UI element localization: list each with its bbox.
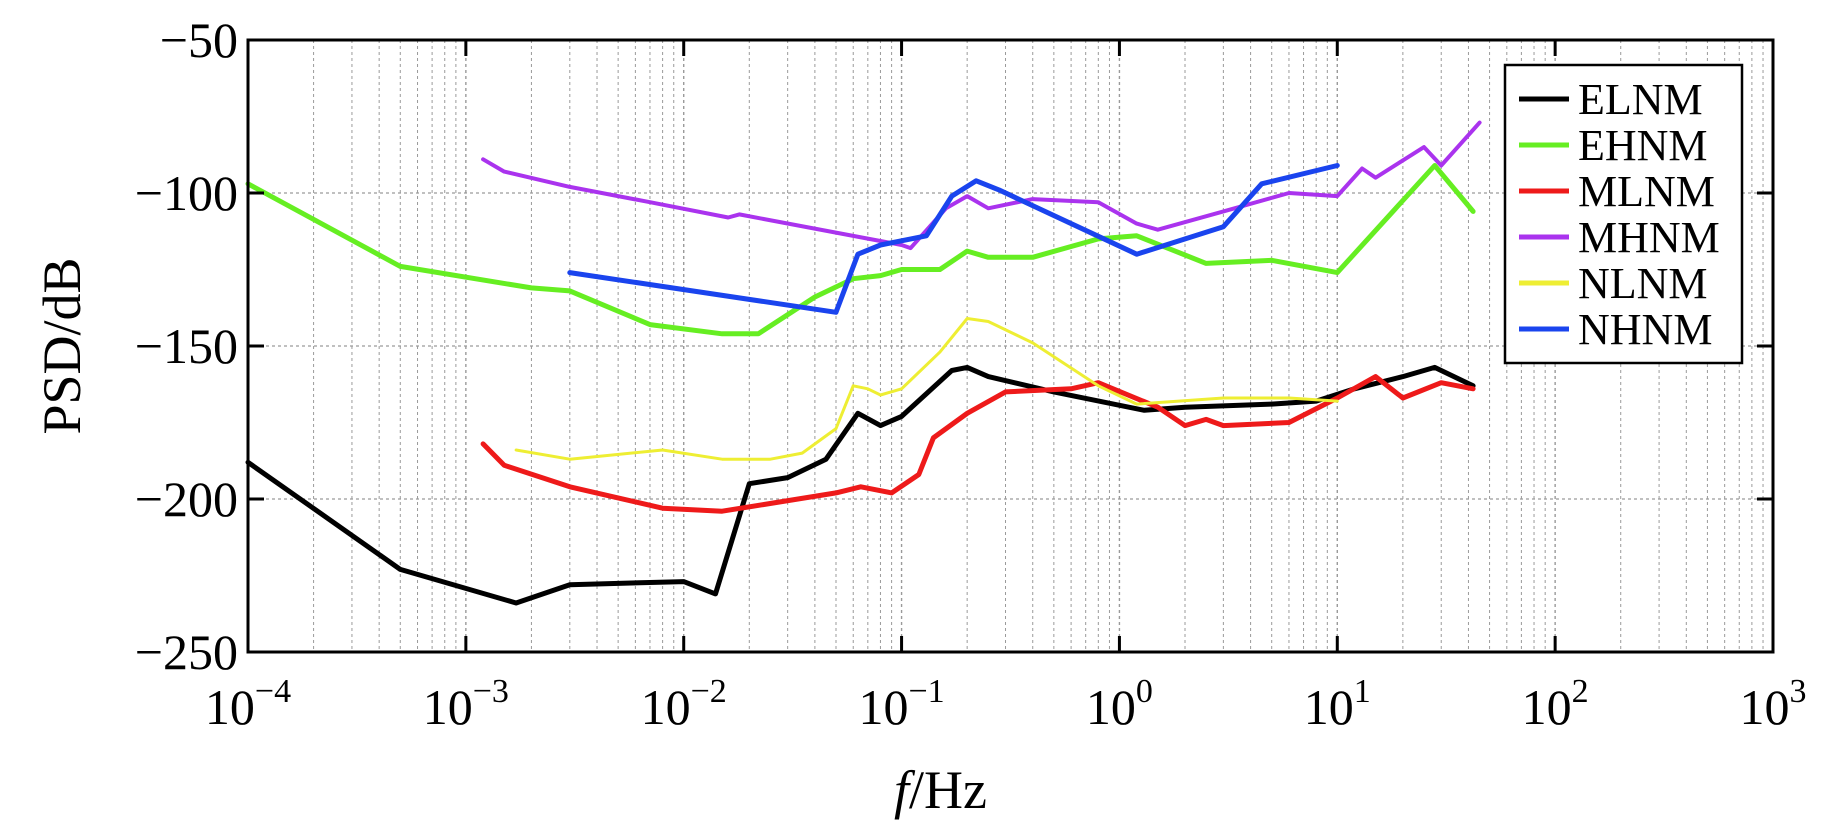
legend-label-mlnm: MLNM [1578,167,1715,216]
axis-ticks [246,38,1775,654]
x-tick-label: 102 [1522,673,1589,735]
x-tick-labels: 10−4 10−3 10−2 10−1 100 101 102 103 [205,673,1807,735]
y-tick-label: −150 [135,318,238,374]
legend-label-nhnm: NHNM [1578,305,1712,354]
legend-label-mhnm: MHNM [1578,213,1720,262]
x-tick-label: 10−3 [423,673,509,735]
legend-label-elnm: ELNM [1578,75,1703,124]
y-axis-title: PSD/dB [32,257,92,434]
x-tick-label: 101 [1304,673,1371,735]
series-lines [245,120,1482,606]
x-tick-label: 103 [1740,673,1807,735]
x-axis-title: f/Hz [894,760,987,820]
y-tick-label: −250 [135,624,238,680]
legend-label-nlnm: NLNM [1578,259,1708,308]
x-tick-label: 10−4 [205,673,291,735]
y-tick-label: −100 [135,165,238,221]
legend-label-ehnm: EHNM [1578,121,1708,170]
y-tick-label: −200 [135,471,238,527]
x-tick-label: 10−2 [641,673,727,735]
grid [248,40,1773,652]
x-tick-label: 100 [1086,673,1153,735]
series-line-nlnm [514,317,1339,461]
y-tick-labels: −50 −100 −150 −200 −250 [135,12,238,680]
series-line-mlnm [480,374,1476,514]
x-axis-title-unit: /Hz [909,760,987,820]
series-line-ehnm [245,163,1476,337]
y-tick-label: −50 [160,12,238,68]
legend-box [1503,63,1744,365]
series-line-mhnm [481,120,1482,251]
series-line-nhnm [567,163,1340,315]
x-tick-label: 10−1 [858,673,944,735]
